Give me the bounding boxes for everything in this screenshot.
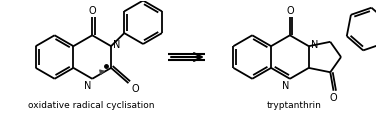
Text: O: O bbox=[286, 6, 294, 16]
Text: N: N bbox=[311, 40, 318, 50]
Text: tryptanthrin: tryptanthrin bbox=[266, 101, 321, 110]
Text: O: O bbox=[88, 6, 96, 16]
Text: N: N bbox=[282, 81, 289, 91]
Text: N: N bbox=[84, 81, 91, 91]
Text: O: O bbox=[132, 84, 139, 94]
FancyArrowPatch shape bbox=[100, 70, 104, 74]
Text: N: N bbox=[113, 40, 121, 50]
Text: O: O bbox=[330, 93, 337, 103]
Text: oxidative radical cyclisation: oxidative radical cyclisation bbox=[28, 101, 154, 110]
